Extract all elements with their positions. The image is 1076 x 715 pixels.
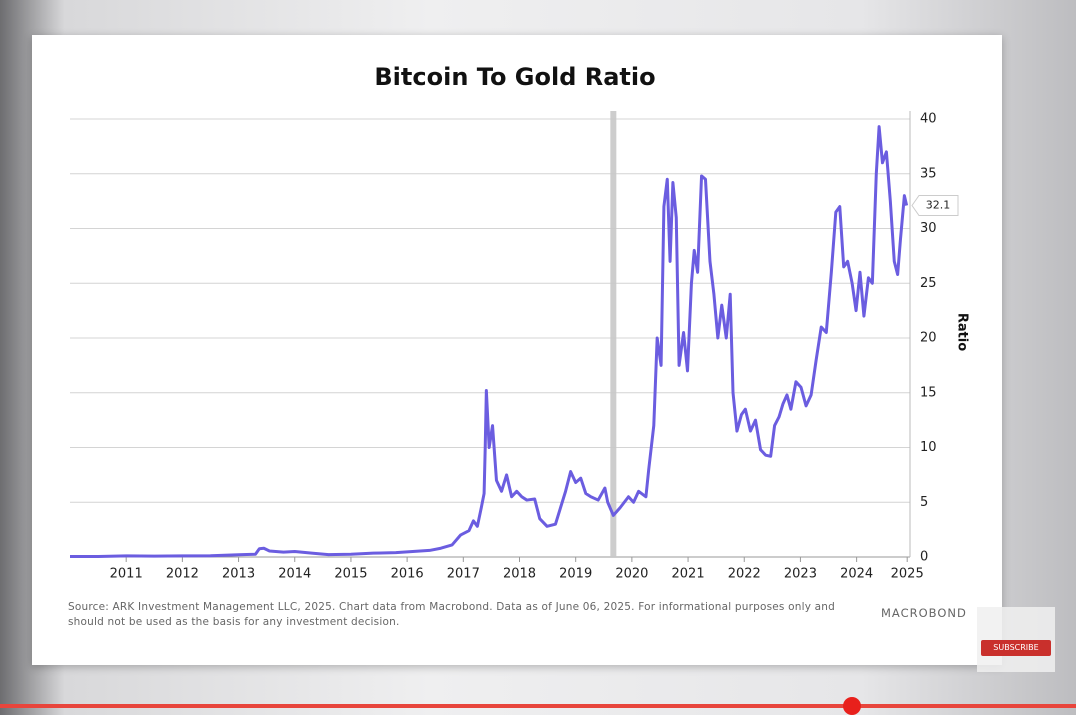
logo: MACROBOND [881, 606, 967, 620]
chart-card: Source: ARK Investment Management LLC, 2… [32, 35, 1002, 665]
y-tick-label: 30 [920, 221, 937, 236]
y-tick-label: 20 [920, 331, 937, 346]
y-axis-label: Ratio [955, 313, 970, 351]
progress-handle[interactable] [843, 697, 861, 715]
x-tick-label: 2015 [334, 567, 367, 582]
x-tick-label: 2014 [278, 567, 311, 582]
x-tick-label: 2020 [615, 567, 648, 582]
subscribe-button[interactable]: SUBSCRIBE [981, 640, 1051, 656]
x-tick-label: 2022 [728, 567, 761, 582]
highlight-band [610, 111, 617, 557]
x-tick-label: 2017 [447, 567, 480, 582]
x-tick-label: 2019 [559, 567, 592, 582]
x-tick-label: 2018 [503, 567, 536, 582]
x-tick-label: 2023 [784, 567, 817, 582]
x-tick-label: 2012 [166, 567, 199, 582]
y-tick-label: 5 [920, 495, 928, 510]
y-tick-label: 25 [920, 276, 937, 291]
y-tick-label: 15 [920, 385, 937, 400]
y-tick-label: 0 [920, 550, 928, 565]
x-tick-label: 2021 [672, 567, 705, 582]
x-tick-label: 2024 [840, 567, 873, 582]
x-tick-label: 2025 [891, 567, 924, 582]
source-note: Source: ARK Investment Management LLC, 2… [68, 601, 836, 628]
y-tick-label: 40 [920, 112, 937, 127]
last-value-callout [911, 195, 959, 217]
progress-bar[interactable] [0, 704, 1076, 708]
x-tick-label: 2016 [391, 567, 424, 582]
x-tick-label: 2011 [110, 567, 143, 582]
last-value-label: 32.1 [926, 199, 951, 212]
data-line [70, 125, 909, 558]
x-tick-label: 2013 [222, 567, 255, 582]
y-tick-label: 35 [920, 166, 937, 181]
subscribe-overlay: SUBSCRIBE [977, 607, 1055, 672]
chart-title: Bitcoin To Gold Ratio [374, 63, 655, 91]
y-tick-label: 10 [920, 440, 937, 455]
